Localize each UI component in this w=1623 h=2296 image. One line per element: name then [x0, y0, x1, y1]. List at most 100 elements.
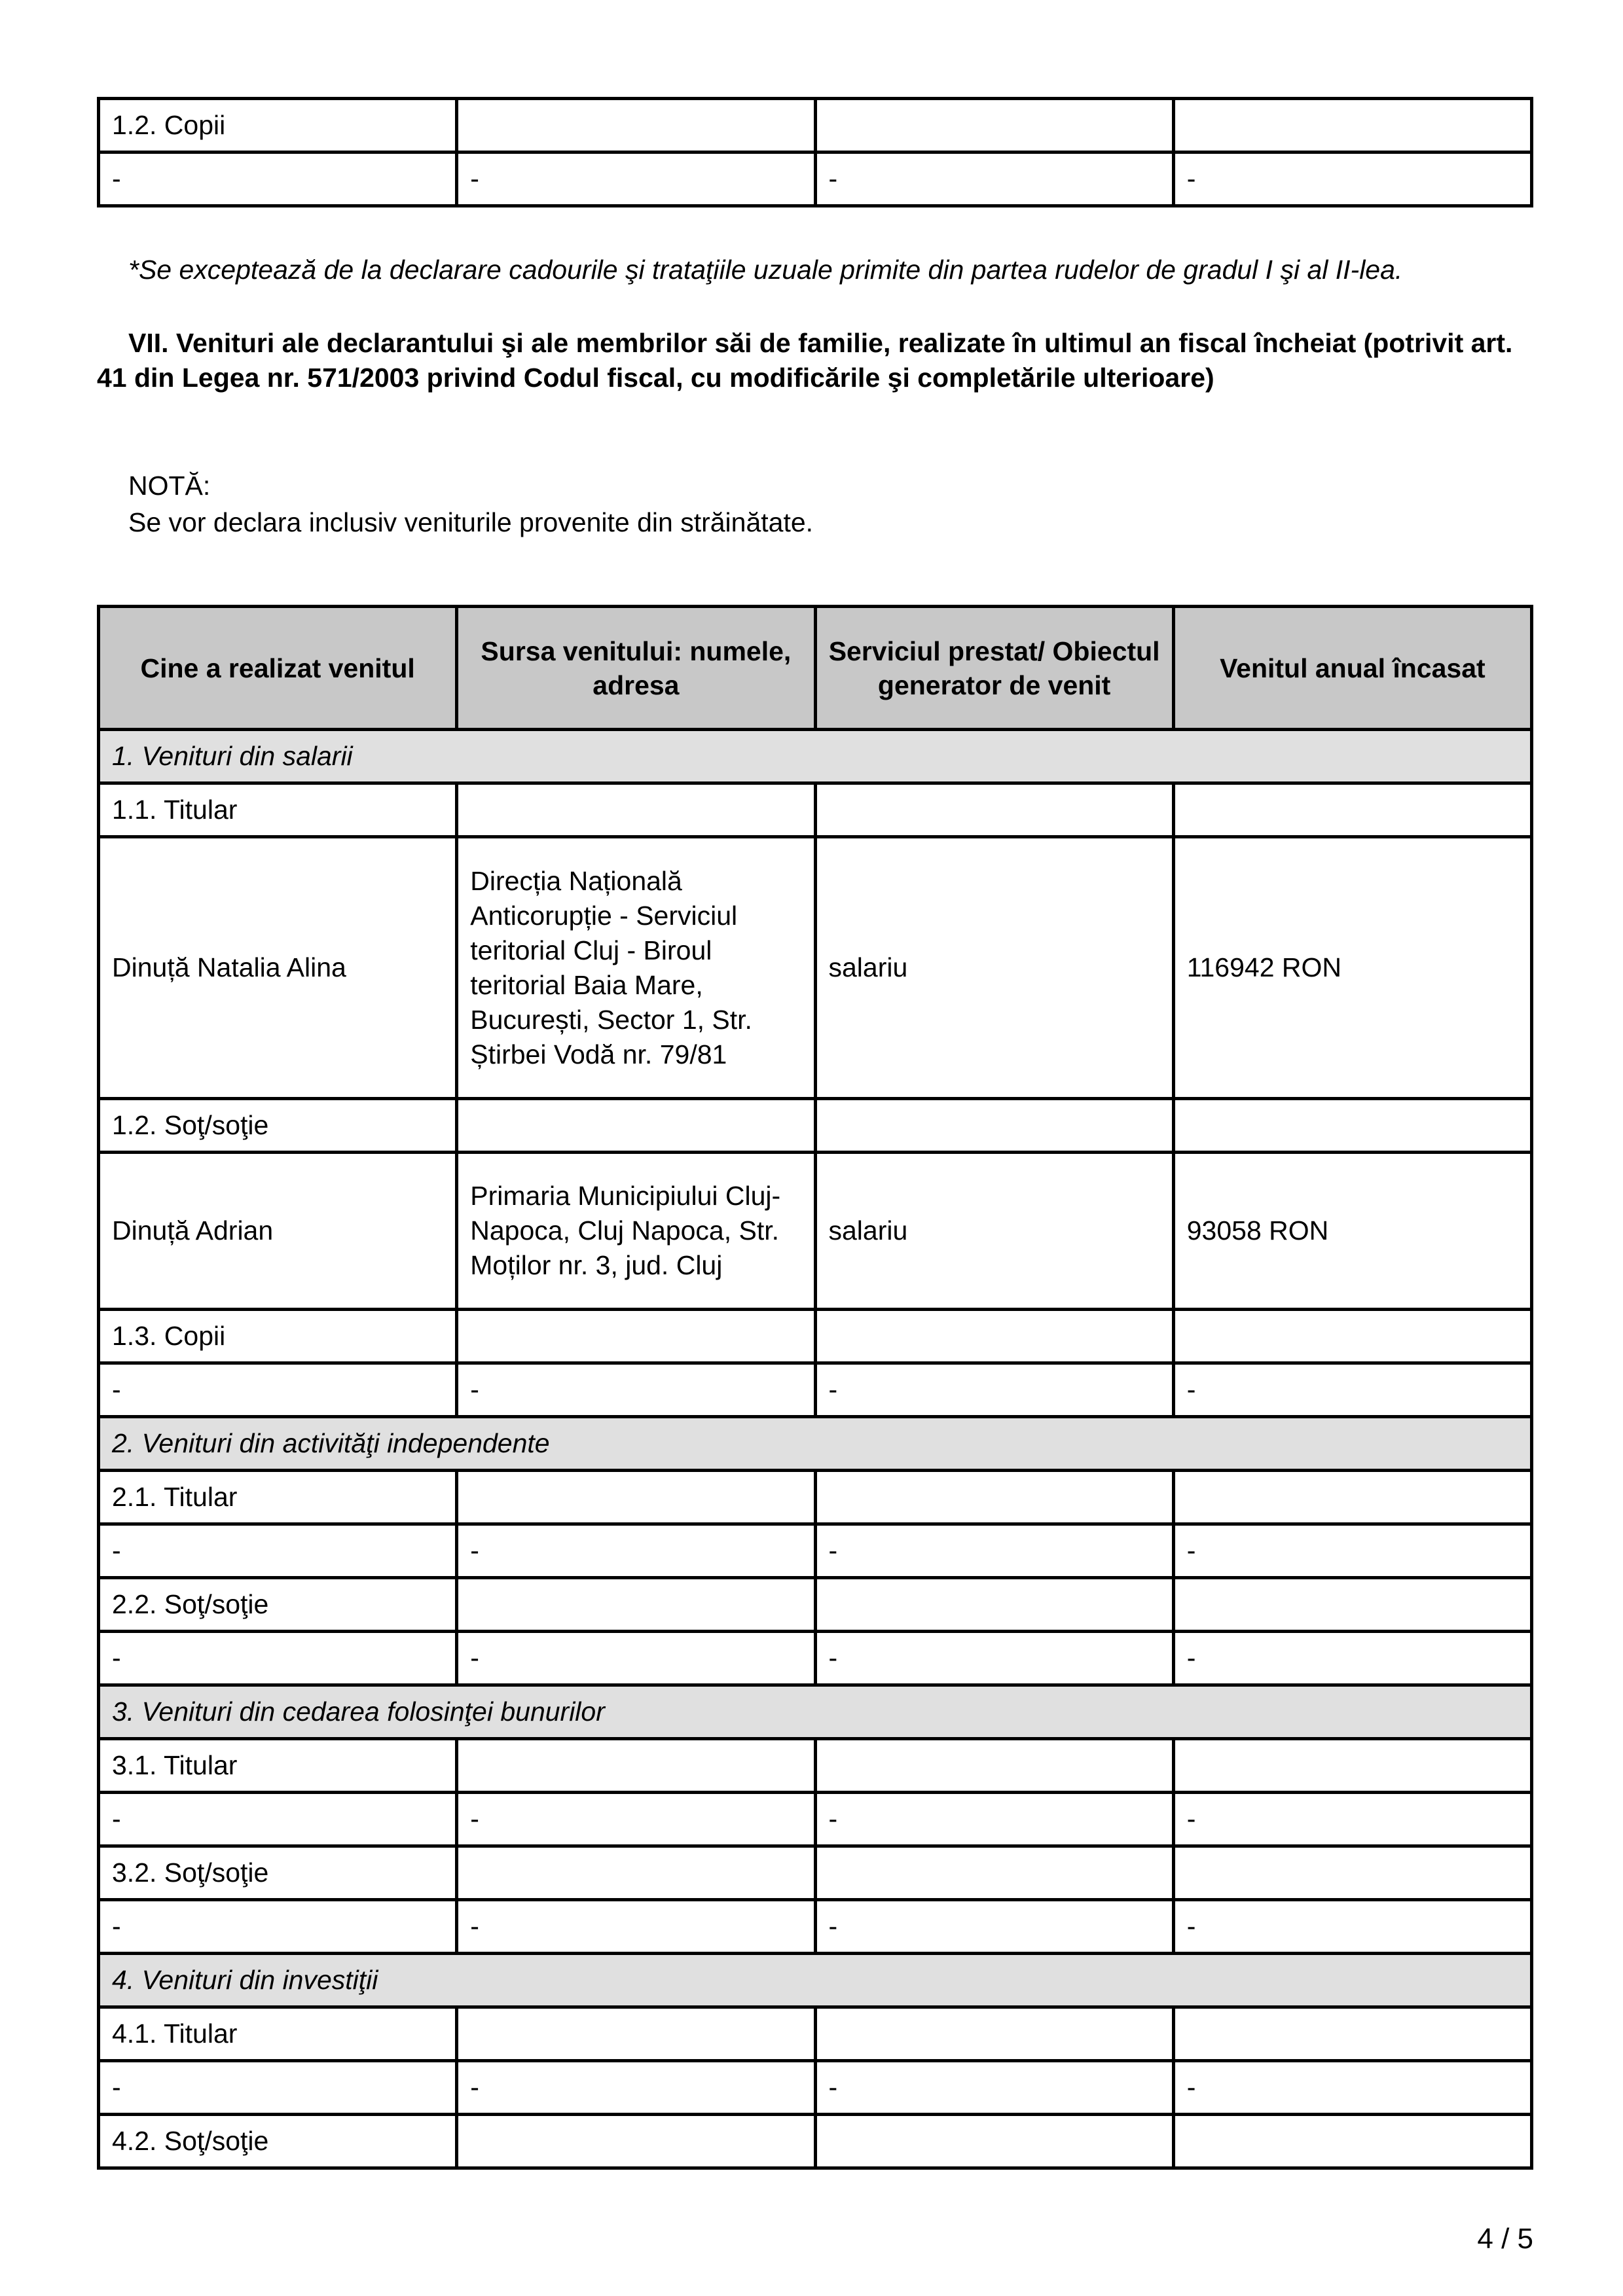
table-cell: -: [455, 151, 817, 207]
table-cell: -: [96, 1791, 459, 1848]
table-cell: 3.2. Soţ/soţie: [96, 1844, 459, 1901]
section-title: 2. Venituri din activităţi independente: [97, 1415, 1533, 1472]
table-cell: 4.2. Soţ/soţie: [96, 2113, 459, 2170]
table-cell: -: [96, 1361, 459, 1418]
section-row: 2. Venituri din activităţi independente: [97, 1415, 1533, 1472]
table-row: 1.2. Soţ/soţie: [96, 1097, 1534, 1154]
table-cell: [1171, 1576, 1534, 1633]
table-cell: -: [96, 2059, 459, 2116]
table-cell: 3.1. Titular: [96, 1737, 459, 1794]
section-title: 4. Venituri din investiţii: [97, 1952, 1533, 2009]
table-row: ----: [96, 1898, 1534, 1955]
table-row: 1.3. Copii: [96, 1308, 1534, 1365]
table-cell: -: [813, 1361, 1175, 1418]
table-cell: salariu: [813, 835, 1175, 1100]
top-table: 1.2. Copii - - - -: [96, 97, 1534, 207]
table-cell: [813, 1737, 1175, 1794]
table-row: ----: [96, 1630, 1534, 1687]
table-row: ----: [96, 1791, 1534, 1848]
table-cell: -: [1171, 151, 1534, 207]
header-cell: Serviciul prestat/ Obiectul generator de…: [813, 605, 1175, 731]
table-cell: Direcția Națională Anticorupție - Servic…: [455, 835, 817, 1100]
table-cell: [1171, 1844, 1534, 1901]
table-cell: [455, 781, 817, 838]
header-row: Cine a realizat venitul Sursa venitului:…: [96, 605, 1534, 731]
table-cell: -: [813, 2059, 1175, 2116]
table-cell: -: [455, 1791, 817, 1848]
table-cell: [1171, 1097, 1534, 1154]
table-row: 2.2. Soţ/soţie: [96, 1576, 1534, 1633]
table-row: Dinuță Natalia Alina Direcția Națională A…: [96, 835, 1534, 1100]
header-cell: Cine a realizat venitul: [96, 605, 459, 731]
footnote: *Se exceptează de la declarare cadourile…: [128, 255, 1403, 285]
table-cell: 93058 RON: [1171, 1151, 1534, 1311]
table-row: 1.2. Copii: [96, 97, 1534, 154]
table-cell: -: [96, 1630, 459, 1687]
table-cell: -: [96, 1898, 459, 1955]
table-cell: [813, 1844, 1175, 1901]
table-cell: [813, 1097, 1175, 1154]
table-cell: 4.1. Titular: [96, 2005, 459, 2062]
table-cell: [455, 1308, 817, 1365]
table-cell: [813, 1469, 1175, 1526]
table-cell: [813, 2005, 1175, 2062]
table-cell: -: [1171, 1898, 1534, 1955]
table-cell: -: [96, 151, 459, 207]
table-cell: 1.1. Titular: [96, 781, 459, 838]
section-row: 4. Venituri din investiţii: [97, 1952, 1533, 2009]
table-row: ----: [96, 2059, 1534, 2116]
table-cell: -: [96, 1522, 459, 1579]
section-row: 3. Venituri din cedarea folosinţei bunur…: [97, 1683, 1533, 1740]
table-row: 4.2. Soţ/soţie: [96, 2113, 1534, 2170]
table-cell: [455, 2005, 817, 2062]
table-cell: [1171, 2113, 1534, 2170]
table-cell: -: [813, 151, 1175, 207]
table-row: 3.1. Titular: [96, 1737, 1534, 1794]
table-cell: 2.1. Titular: [96, 1469, 459, 1526]
table-cell: -: [455, 2059, 817, 2116]
table-cell: 1.3. Copii: [96, 1308, 459, 1365]
table-cell: -: [455, 1630, 817, 1687]
table-row: ----: [96, 1361, 1534, 1418]
table-cell: [1171, 2005, 1534, 2062]
table-row: 3.2. Soţ/soţie: [96, 1844, 1534, 1901]
income-table: Cine a realizat venitul Sursa venitului:…: [96, 605, 1534, 2170]
table-cell: [455, 1844, 817, 1901]
header-cell: Sursa venitului: numele, adresa: [455, 605, 817, 731]
table-cell: -: [813, 1522, 1175, 1579]
table-cell: 1.2. Soţ/soţie: [96, 1097, 459, 1154]
table-cell: [455, 1469, 817, 1526]
table-cell: [455, 1097, 817, 1154]
table-cell: -: [1171, 1791, 1534, 1848]
table-cell: [813, 2113, 1175, 2170]
table-row: ----: [96, 151, 1534, 207]
note-label: NOTĂ:: [128, 471, 211, 501]
table-cell: [813, 781, 1175, 838]
table-cell: [813, 1308, 1175, 1365]
table-cell: -: [1171, 1522, 1534, 1579]
table-cell: [455, 2113, 817, 2170]
table-row: ----: [96, 1522, 1534, 1579]
table-cell: -: [813, 1630, 1175, 1687]
table-row: 1.1. Titular: [96, 781, 1534, 838]
table-cell: [455, 1576, 817, 1633]
header-cell: Venitul anual încasat: [1171, 605, 1534, 731]
section-heading: VII. Venituri ale declarantului şi ale m…: [97, 328, 1513, 393]
table-cell: -: [813, 1791, 1175, 1848]
table-cell: [1171, 1308, 1534, 1365]
table-cell: -: [1171, 1630, 1534, 1687]
page-number: 4 / 5: [1477, 2223, 1533, 2255]
table-cell: [1171, 97, 1534, 154]
table-cell: -: [1171, 1361, 1534, 1418]
section-title: 1. Venituri din salarii: [97, 728, 1533, 785]
table-cell: 116942 RON: [1171, 835, 1534, 1100]
table-cell: -: [455, 1898, 817, 1955]
table-cell: -: [455, 1522, 817, 1579]
table-cell: -: [1171, 2059, 1534, 2116]
table-cell: [1171, 781, 1534, 838]
table-cell: Primaria Municipiului Cluj-Napoca, Cluj …: [455, 1151, 817, 1311]
table-cell: Dinuță Adrian: [96, 1151, 459, 1311]
note-text: Se vor declara inclusiv veniturile prove…: [128, 507, 814, 537]
table-cell: -: [455, 1361, 817, 1418]
table-row: Dinuță Adrian Primaria Municipiului Cluj-…: [96, 1151, 1534, 1311]
